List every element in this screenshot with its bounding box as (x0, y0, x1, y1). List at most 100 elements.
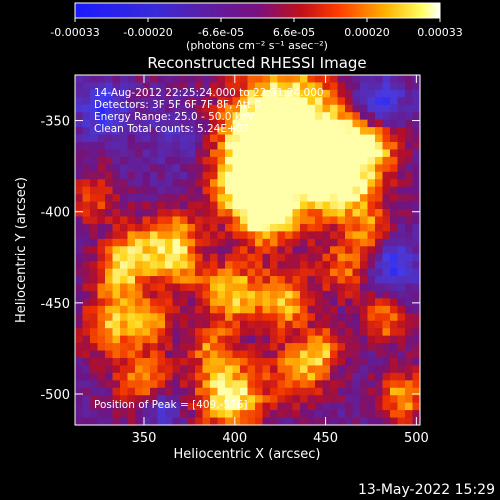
image-pixel (240, 134, 249, 143)
image-pixel (82, 313, 91, 322)
image-pixel (262, 372, 271, 381)
image-pixel (157, 209, 166, 218)
image-pixel (247, 313, 256, 322)
image-pixel (367, 164, 376, 173)
image-pixel (135, 156, 144, 165)
image-pixel (135, 246, 144, 255)
image-pixel (382, 119, 391, 128)
image-pixel (165, 402, 174, 411)
image-pixel (232, 246, 241, 255)
image-pixel (360, 209, 369, 218)
image-pixel (277, 194, 286, 203)
image-pixel (345, 201, 354, 210)
image-pixel (105, 238, 114, 247)
image-pixel (97, 402, 106, 411)
image-pixel (157, 89, 166, 98)
image-pixel (247, 298, 256, 307)
image-pixel (90, 186, 99, 195)
image-pixel (352, 261, 361, 270)
image-pixel (405, 194, 414, 203)
image-pixel (105, 171, 114, 180)
image-pixel (360, 164, 369, 173)
image-pixel (202, 149, 211, 158)
image-pixel (217, 171, 226, 180)
image-pixel (135, 290, 144, 300)
image-pixel (90, 328, 99, 337)
image-pixel (142, 350, 151, 359)
image-pixel (367, 82, 376, 91)
image-pixel (300, 372, 309, 381)
image-pixel (210, 89, 219, 98)
image-pixel (405, 112, 414, 121)
image-pixel (337, 149, 346, 158)
image-pixel (225, 357, 234, 367)
image-pixel (315, 328, 324, 337)
image-pixel (150, 164, 159, 173)
image-pixel (157, 231, 166, 240)
image-pixel (127, 231, 136, 240)
image-pixel (157, 75, 166, 84)
image-pixel (382, 276, 391, 285)
image-pixel (352, 313, 361, 322)
image-pixel (352, 283, 361, 292)
image-pixel (352, 246, 361, 255)
image-pixel (390, 89, 399, 98)
image-pixel (172, 328, 181, 337)
image-pixel (382, 156, 391, 165)
image-pixel (210, 104, 219, 113)
image-pixel (75, 194, 84, 203)
image-pixel (375, 149, 384, 158)
image-pixel (247, 417, 256, 426)
image-pixel (120, 127, 129, 136)
image-pixel (360, 89, 369, 98)
image-pixel (390, 171, 399, 180)
image-pixel (180, 216, 189, 225)
image-pixel (277, 253, 286, 262)
image-pixel (412, 223, 421, 232)
image-pixel (367, 127, 376, 136)
image-pixel (382, 134, 391, 143)
image-pixel (405, 320, 414, 329)
image-pixel (352, 171, 361, 180)
image-pixel (345, 305, 354, 314)
image-pixel (337, 223, 346, 232)
image-pixel (330, 357, 339, 367)
image-pixel (360, 357, 369, 367)
image-pixel (157, 365, 166, 374)
image-pixel (75, 357, 84, 367)
image-pixel (210, 112, 219, 121)
image-pixel (217, 164, 226, 173)
image-pixel (330, 253, 339, 262)
image-pixel (277, 343, 286, 352)
image-pixel (150, 75, 159, 84)
image-pixel (82, 238, 91, 247)
image-pixel (210, 402, 219, 411)
image-pixel (120, 75, 129, 84)
image-pixel (82, 156, 91, 165)
image-pixel (292, 350, 301, 359)
image-pixel (82, 231, 91, 240)
image-pixel (337, 305, 346, 314)
image-pixel (330, 328, 339, 337)
image-pixel (352, 402, 361, 411)
image-pixel (277, 127, 286, 136)
image-pixel (367, 156, 376, 165)
image-pixel (217, 328, 226, 337)
image-pixel (210, 357, 219, 367)
image-pixel (120, 335, 129, 344)
image-pixel (90, 335, 99, 344)
image-pixel (232, 276, 241, 285)
image-pixel (165, 372, 174, 381)
image-pixel (412, 231, 421, 240)
image-pixel (165, 89, 174, 98)
image-pixel (292, 164, 301, 173)
image-pixel (172, 97, 181, 106)
image-pixel (405, 276, 414, 285)
image-pixel (397, 387, 406, 396)
image-pixel (195, 127, 204, 136)
image-pixel (97, 112, 106, 121)
image-pixel (262, 328, 271, 337)
image-pixel (300, 380, 309, 389)
image-pixel (307, 268, 316, 277)
image-pixel (157, 328, 166, 337)
